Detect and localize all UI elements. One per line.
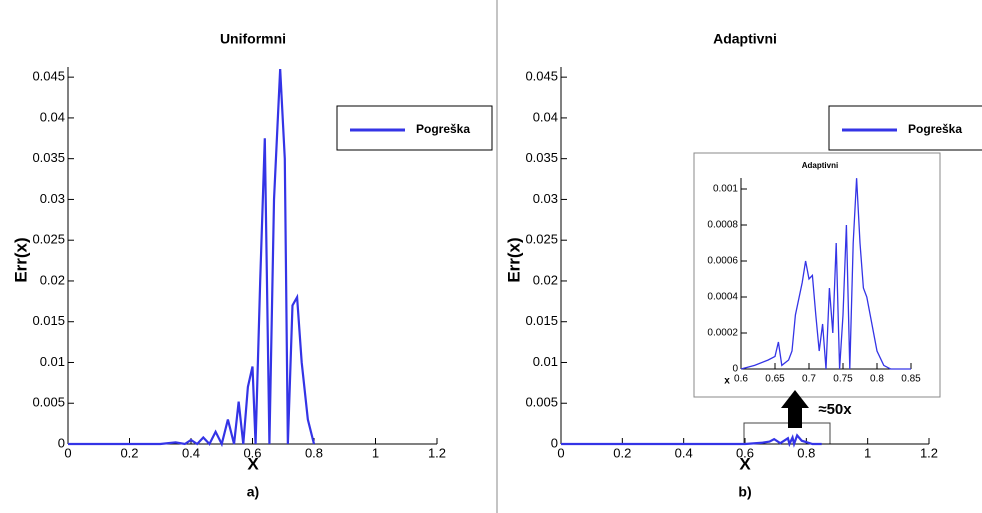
x-tick-label: 1 — [372, 445, 379, 460]
y-tick-label: 0.035 — [525, 150, 558, 165]
x-tick-label: 0 — [64, 445, 71, 460]
x-axis-label: x — [724, 376, 730, 387]
y-tick-label: 0.01 — [40, 354, 65, 369]
zoom-box — [743, 422, 831, 445]
y-axis-label: Err(x) — [504, 237, 523, 282]
y-tick-label: 0.025 — [525, 232, 558, 247]
chart-title: Adaptivni — [713, 31, 777, 47]
y-tick-label: 0.025 — [32, 232, 65, 247]
x-tick-label: 0.8 — [797, 445, 815, 460]
legend-box — [336, 105, 493, 151]
y-tick-label: 0.04 — [533, 109, 558, 124]
subplot-label: a) — [247, 484, 259, 500]
x-tick-label: 0.6 — [734, 374, 748, 385]
data-line — [740, 178, 911, 370]
legend-label: Pogreška — [416, 122, 470, 136]
inset-frame — [693, 152, 941, 398]
y-tick-label: 0.005 — [32, 395, 65, 410]
y-tick-label: 0.045 — [525, 69, 558, 84]
zoom-arrow — [781, 390, 809, 428]
y-tick-label: 0.01 — [533, 354, 558, 369]
x-tick-label: 1 — [864, 445, 871, 460]
x-tick-label: 0 — [557, 445, 564, 460]
chart-title: Adaptivni — [802, 161, 838, 170]
y-tick-label: 0.045 — [32, 69, 65, 84]
data-line — [68, 68, 316, 448]
x-tick-label: 0.8 — [305, 445, 323, 460]
x-tick-label: 0.65 — [765, 374, 785, 385]
x-tick-label: 0.2 — [120, 445, 138, 460]
x-tick-label: 0.4 — [182, 445, 200, 460]
chart-title: Uniformni — [220, 31, 286, 47]
y-tick-label: 0.015 — [525, 313, 558, 328]
x-tick-label: 1.2 — [428, 445, 446, 460]
y-tick-label: 0.015 — [32, 313, 65, 328]
y-tick-label: 0 — [551, 435, 558, 450]
y-tick-label: 0.001 — [713, 184, 738, 195]
y-tick-label: 0.03 — [40, 191, 65, 206]
y-tick-label: 0.02 — [40, 272, 65, 287]
x-tick-label: 0.6 — [243, 445, 261, 460]
legend-label: Pogreška — [908, 122, 962, 136]
y-tick-label: 0 — [58, 435, 65, 450]
x-tick-label: 0.4 — [675, 445, 693, 460]
x-axis-label: X — [739, 454, 751, 473]
y-tick-label: 0.02 — [533, 272, 558, 287]
x-axis-label: X — [247, 454, 259, 473]
legend-box — [828, 105, 982, 151]
y-tick-label: 0.0006 — [707, 256, 738, 267]
x-tick-label: 0.2 — [613, 445, 631, 460]
y-tick-label: 0.04 — [40, 109, 65, 124]
x-tick-label: 0.85 — [901, 374, 921, 385]
x-tick-label: 1.2 — [920, 445, 938, 460]
y-tick-label: 0.0008 — [707, 220, 738, 231]
y-tick-label: 0.0004 — [707, 292, 738, 303]
y-tick-label: 0 — [732, 364, 738, 375]
x-tick-label: 0.8 — [870, 374, 884, 385]
y-tick-label: 0.035 — [32, 150, 65, 165]
x-tick-label: 0.6 — [736, 445, 754, 460]
y-axis-label: Err(x) — [11, 237, 30, 282]
x-tick-label: 0.75 — [833, 374, 853, 385]
data-line — [561, 433, 822, 448]
y-tick-label: 0.005 — [525, 395, 558, 410]
y-tick-label: 0.0002 — [707, 328, 738, 339]
y-tick-label: 0.03 — [533, 191, 558, 206]
x-tick-label: 0.7 — [802, 374, 816, 385]
zoom-label: ≈50x — [818, 401, 852, 418]
subplot-label: b) — [738, 484, 751, 500]
